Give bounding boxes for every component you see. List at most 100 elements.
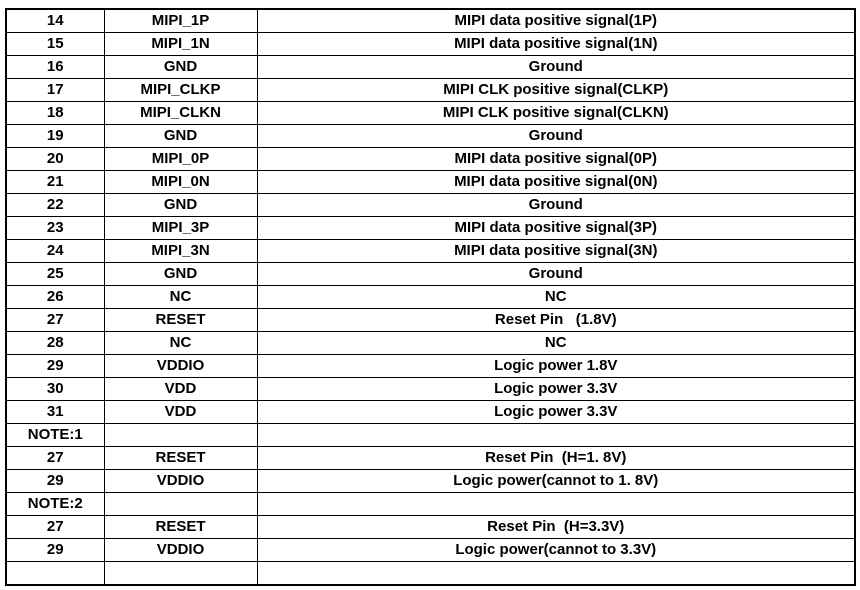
table-row: 25 GND Ground [5,262,856,286]
signal-name-cell: GND [103,193,258,217]
signal-name-cell: MIPI_0P [103,147,258,171]
description-cell [256,561,856,586]
description-cell: MIPI data positive signal(1P) [256,8,856,33]
pin-number-cell: 27 [5,515,105,539]
pin-number-cell [5,561,105,586]
signal-name-cell [103,492,258,516]
pin-number-cell: 31 [5,400,105,424]
table-row: 18 MIPI_CLKN MIPI CLK positive signal(CLKN… [5,101,856,125]
description-cell: Ground [256,193,856,217]
signal-name-cell: VDDIO [103,354,258,378]
table-row: 29 VDDIO Logic power(cannot to 1. 8V) [5,469,856,493]
description-cell: Reset Pin (H=1. 8V) [256,446,856,470]
pin-number-cell: NOTE:1 [5,423,105,447]
description-cell: Logic power 3.3V [256,400,856,424]
pin-table-body: 14 MIPI_1P MIPI data positive signal(1P) 15… [5,8,856,586]
pin-number-cell: 17 [5,78,105,102]
pin-number-cell: 29 [5,354,105,378]
pin-number-cell: 25 [5,262,105,286]
table-row: 29 VDDIO Logic power(cannot to 3.3V) [5,538,856,562]
table-row: 28 NC NC [5,331,856,355]
description-cell: Logic power(cannot to 1. 8V) [256,469,856,493]
table-row: 29 VDDIO Logic power 1.8V [5,354,856,378]
pin-number-cell: 26 [5,285,105,309]
signal-name-cell: RESET [103,308,258,332]
table-row: 27 RESET Reset Pin (1.8V) [5,308,856,332]
signal-name-cell: NC [103,285,258,309]
description-cell: Logic power 3.3V [256,377,856,401]
table-row: 27 RESET Reset Pin (H=1. 8V) [5,446,856,470]
description-cell: NC [256,285,856,309]
signal-name-cell: MIPI_CLKP [103,78,258,102]
table-row: 22 GND Ground [5,193,856,217]
description-cell: NC [256,331,856,355]
table-row: 31 VDD Logic power 3.3V [5,400,856,424]
signal-name-cell: MIPI_1N [103,32,258,56]
signal-name-cell: GND [103,262,258,286]
table-row: NOTE:2 [5,492,856,516]
pin-number-cell: 16 [5,55,105,79]
description-cell: MIPI data positive signal(3P) [256,216,856,240]
signal-name-cell: VDDIO [103,469,258,493]
pin-number-cell: 27 [5,446,105,470]
pin-number-cell: 30 [5,377,105,401]
description-cell [256,423,856,447]
table-row: 16 GND Ground [5,55,856,79]
description-cell [256,492,856,516]
table-row: 21 MIPI_0N MIPI data positive signal(0N) [5,170,856,194]
pin-definition-table: 14 MIPI_1P MIPI data positive signal(1P) 15… [5,8,856,586]
description-cell: MIPI data positive signal(1N) [256,32,856,56]
description-cell: MIPI data positive signal(0N) [256,170,856,194]
description-cell: Logic power(cannot to 3.3V) [256,538,856,562]
pin-number-cell: 14 [5,8,105,33]
signal-name-cell: RESET [103,515,258,539]
table-row: 15 MIPI_1N MIPI data positive signal(1N) [5,32,856,56]
description-cell: MIPI data positive signal(3N) [256,239,856,263]
table-row: 27 RESET Reset Pin (H=3.3V) [5,515,856,539]
pin-number-cell: 29 [5,538,105,562]
table-row: 20 MIPI_0P MIPI data positive signal(0P) [5,147,856,171]
signal-name-cell: MIPI_3N [103,239,258,263]
table-row: 26 NC NC [5,285,856,309]
pin-number-cell: 23 [5,216,105,240]
signal-name-cell: MIPI_0N [103,170,258,194]
signal-name-cell: MIPI_3P [103,216,258,240]
table-row: 14 MIPI_1P MIPI data positive signal(1P) [5,8,856,33]
description-cell: Reset Pin (H=3.3V) [256,515,856,539]
signal-name-cell: MIPI_1P [103,8,258,33]
table-row: 23 MIPI_3P MIPI data positive signal(3P) [5,216,856,240]
description-cell: Ground [256,262,856,286]
table-row: 19 GND Ground [5,124,856,148]
table-row [5,561,856,586]
table-row: NOTE:1 [5,423,856,447]
signal-name-cell: NC [103,331,258,355]
description-cell: Ground [256,55,856,79]
signal-name-cell [103,423,258,447]
description-cell: MIPI data positive signal(0P) [256,147,856,171]
signal-name-cell: MIPI_CLKN [103,101,258,125]
description-cell: Reset Pin (1.8V) [256,308,856,332]
signal-name-cell: RESET [103,446,258,470]
signal-name-cell: GND [103,124,258,148]
pin-number-cell: 22 [5,193,105,217]
description-cell: Logic power 1.8V [256,354,856,378]
pin-number-cell: 20 [5,147,105,171]
description-cell: MIPI CLK positive signal(CLKN) [256,101,856,125]
pin-number-cell: 19 [5,124,105,148]
signal-name-cell: VDDIO [103,538,258,562]
signal-name-cell [103,561,258,586]
pin-number-cell: 29 [5,469,105,493]
pin-number-cell: 15 [5,32,105,56]
pin-number-cell: 27 [5,308,105,332]
pin-number-cell: 24 [5,239,105,263]
description-cell: MIPI CLK positive signal(CLKP) [256,78,856,102]
table-row: 24 MIPI_3N MIPI data positive signal(3N) [5,239,856,263]
signal-name-cell: VDD [103,377,258,401]
table-row: 17 MIPI_CLKP MIPI CLK positive signal(CLKP… [5,78,856,102]
table-row: 30 VDD Logic power 3.3V [5,377,856,401]
pin-number-cell: 21 [5,170,105,194]
description-cell: Ground [256,124,856,148]
pin-number-cell: 28 [5,331,105,355]
signal-name-cell: GND [103,55,258,79]
signal-name-cell: VDD [103,400,258,424]
